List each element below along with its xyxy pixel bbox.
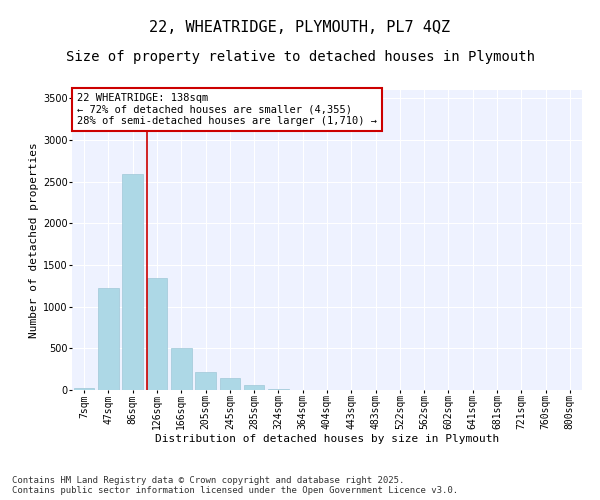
Text: Contains HM Land Registry data © Crown copyright and database right 2025.
Contai: Contains HM Land Registry data © Crown c… [12,476,458,495]
Bar [98,288,119,390]
Y-axis label: Number of detached properties: Number of detached properties [29,142,39,338]
X-axis label: Distribution of detached houses by size in Plymouth: Distribution of detached houses by size … [155,434,499,444]
Bar [74,388,94,390]
Text: Size of property relative to detached houses in Plymouth: Size of property relative to detached ho… [65,50,535,64]
Bar [122,174,143,390]
Bar [220,378,240,390]
Bar [244,386,265,390]
Bar [195,372,216,390]
Text: 22 WHEATRIDGE: 138sqm
← 72% of detached houses are smaller (4,355)
28% of semi-d: 22 WHEATRIDGE: 138sqm ← 72% of detached … [77,93,377,126]
Bar [268,389,289,390]
Bar [146,278,167,390]
Text: 22, WHEATRIDGE, PLYMOUTH, PL7 4QZ: 22, WHEATRIDGE, PLYMOUTH, PL7 4QZ [149,20,451,35]
Bar [171,348,191,390]
